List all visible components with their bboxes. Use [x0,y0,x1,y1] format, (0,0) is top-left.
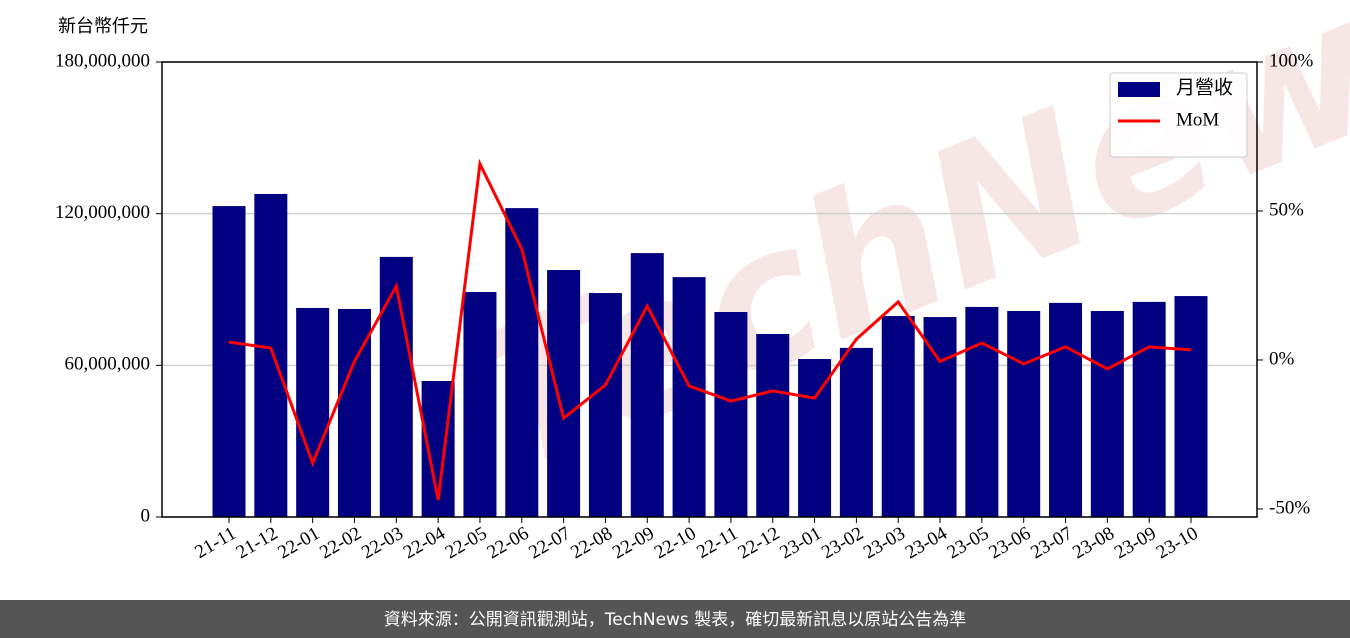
x-tick-label: 23-05 [944,523,993,563]
legend-label: 月營收 [1176,76,1233,98]
x-tick-label: 21-11 [191,523,239,563]
bar [965,306,999,517]
x-tick-label: 23-10 [1153,523,1202,563]
bar [798,359,832,517]
y-tick-label: 0 [141,505,151,526]
bar [839,347,873,517]
y-axis-label: 新台幣仟元 [58,16,148,37]
bar [379,256,413,517]
bar [463,292,497,517]
x-tick-label: 23-09 [1111,523,1160,563]
bar [505,208,539,517]
y2-tick-label: 50% [1269,199,1304,220]
y-tick-label: 120,000,000 [55,202,150,223]
footer-bar [0,600,1350,638]
x-tick-label: 23-07 [1027,523,1076,563]
y-tick-label: 180,000,000 [55,50,150,71]
bar [547,270,581,517]
bar [923,317,957,517]
bar [1049,302,1083,517]
bar [881,316,915,517]
x-tick-label: 22-11 [693,523,741,563]
x-tick-label: 23-06 [985,523,1034,563]
x-tick-label: 22-10 [651,523,700,563]
x-tick-label: 22-05 [442,523,491,563]
line [228,158,1192,501]
bar [296,307,330,517]
x-tick-label: 23-04 [902,523,951,564]
x-tick-label: 23-08 [1069,523,1118,563]
x-tick-label: 22-02 [316,523,365,563]
bar [1090,310,1124,517]
x-tick-label: 23-03 [860,523,909,563]
bar [672,277,706,517]
y2-tick-label: 100% [1269,50,1314,71]
bar [212,206,246,518]
bar [630,253,664,517]
x-tick-label: 22-12 [735,523,784,563]
bar [756,333,790,517]
x-tick-label: 22-06 [484,523,533,563]
bar [1007,310,1041,517]
bar [1174,296,1208,517]
x-tick-label: 23-02 [818,523,867,563]
footer: 資料來源：公開資訊觀測站，TechNews 製表，確切最新訊息以原站公告為準 [384,610,966,630]
legend-swatch [1118,82,1160,97]
x-tick-label: 23-01 [776,523,825,563]
legend-label: MoM [1176,109,1219,130]
x-tick-label: 22-09 [609,523,658,563]
bar [1132,301,1166,517]
x-tick-label: 22-01 [274,523,323,563]
plot-frame [161,61,1258,518]
x-tick-label: 22-03 [358,523,407,563]
bar [714,311,748,517]
y2-tick-label: 0% [1269,348,1295,369]
x-tick-label: 22-08 [567,523,616,563]
bar [254,193,288,517]
y2-tick-label: -50% [1269,497,1310,518]
bar [588,293,622,517]
x-tick-label: 22-07 [525,523,574,563]
x-tick-label: 21-12 [233,523,282,563]
x-tick-label: 22-04 [400,523,449,564]
y-tick-label: 60,000,000 [65,354,151,375]
